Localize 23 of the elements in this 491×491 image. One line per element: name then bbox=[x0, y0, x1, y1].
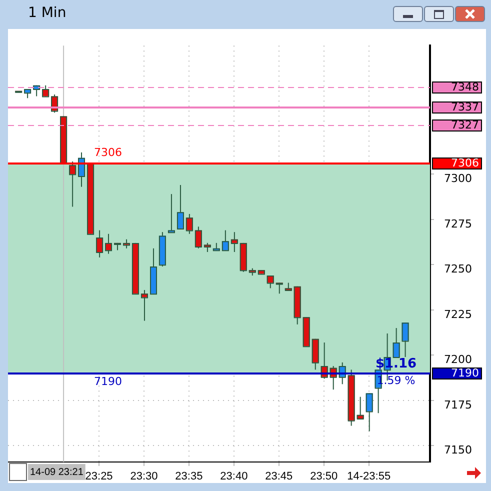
ref-line-label: 14-09 23:21 bbox=[30, 466, 84, 478]
x-tick-label: 23:35 bbox=[175, 470, 203, 483]
x-tick-label: 23:30 bbox=[130, 470, 158, 483]
y-tick-label: 7225 bbox=[444, 308, 472, 321]
ref-line-label: 7190 bbox=[94, 375, 122, 388]
text: 7306 bbox=[451, 156, 479, 170]
y-tick-label: 7150 bbox=[444, 444, 472, 457]
x-tick-label: 23:50 bbox=[310, 470, 338, 483]
ref-line-label: 7327 bbox=[451, 118, 479, 132]
ref-line-label: 7306 bbox=[94, 146, 122, 160]
y-tick-label: 7275 bbox=[444, 217, 472, 230]
chart-title: 1 Min bbox=[28, 5, 66, 21]
ref-line-label: 7337 bbox=[451, 100, 479, 114]
x-tick-label: 23:40 bbox=[220, 470, 248, 483]
y-tick-label: 7250 bbox=[444, 262, 472, 276]
text: 7190 bbox=[451, 366, 479, 380]
y-tick-label: 7300 bbox=[444, 172, 472, 185]
x-tick-label: 23:25 bbox=[85, 470, 113, 483]
x-tick-label: 14-23:55 bbox=[347, 470, 391, 483]
x-tick-label: 23:45 bbox=[265, 470, 293, 483]
ref-line-label: 7348 bbox=[451, 80, 479, 94]
y-tick-label: 7175 bbox=[444, 398, 472, 412]
y-tick-label: 7200 bbox=[444, 353, 472, 366]
